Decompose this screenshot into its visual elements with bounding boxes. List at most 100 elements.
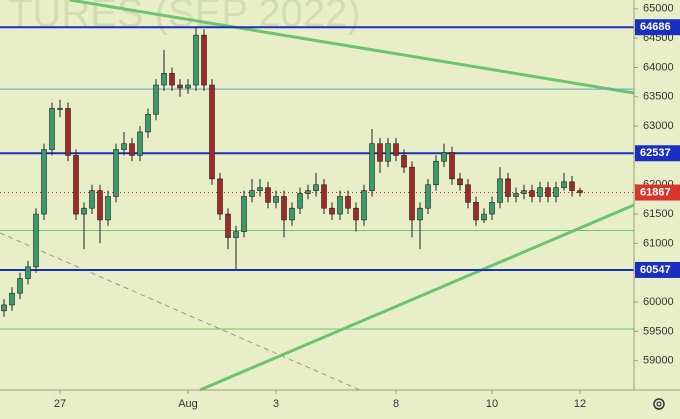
candle-body [233, 231, 239, 238]
candle-body [529, 190, 535, 197]
candle-body [521, 190, 527, 194]
candle-body [505, 178, 511, 197]
candle-body [345, 196, 351, 209]
candle-body [129, 143, 135, 156]
y-tick-label: 59500 [643, 325, 674, 337]
candle-body [169, 73, 175, 86]
candle-body [1, 304, 7, 312]
candle-body [425, 184, 431, 209]
price-label-box [635, 261, 680, 278]
x-tick-label: Aug [178, 398, 198, 410]
y-tick-label: 60000 [643, 296, 674, 308]
x-tick-label: 12 [574, 398, 586, 410]
candle-body [9, 292, 15, 306]
candle-body [305, 190, 311, 194]
y-tick-label: 59000 [643, 355, 674, 367]
candle-body [537, 187, 543, 197]
candle-body [393, 143, 399, 156]
candle-body [281, 196, 287, 221]
candle-body [177, 84, 183, 89]
candle-body [25, 266, 31, 279]
x-tick-label: 27 [54, 398, 66, 410]
candle-body [41, 149, 47, 215]
candle-body [249, 190, 255, 197]
candle-body [473, 202, 479, 221]
candle-body [137, 131, 143, 156]
price-label: 64686 [640, 21, 671, 33]
candle-body [113, 149, 119, 197]
y-axis: 5900059500600006100061500620006300063500… [634, 3, 680, 367]
candle-body [321, 184, 327, 209]
candle-body [121, 143, 127, 150]
y-tick-label: 63000 [643, 120, 674, 132]
candle-body [105, 196, 111, 221]
price-label: 62537 [640, 147, 671, 159]
candle-body [497, 178, 503, 203]
x-tick-label: 10 [486, 398, 498, 410]
price-label-box [635, 184, 680, 201]
candle-body [361, 190, 367, 221]
candle-body [241, 196, 247, 232]
candle-body [545, 187, 551, 197]
candle-body [193, 34, 199, 86]
candle-body [569, 181, 575, 191]
candle-body [257, 187, 263, 191]
candle-body [377, 143, 383, 162]
y-tick-label: 61000 [643, 237, 674, 249]
candle-body [417, 207, 423, 221]
price-label-box [635, 19, 680, 36]
candle-body [217, 178, 223, 215]
candle-body [81, 207, 87, 215]
candle-body [265, 187, 271, 203]
y-tick-label: 61500 [643, 208, 674, 220]
candle-body [337, 196, 343, 215]
candle-body [489, 202, 495, 215]
candle-body [97, 190, 103, 221]
candle-body [553, 187, 559, 197]
candle-body [153, 84, 159, 115]
candle-body [465, 184, 471, 203]
y-tick-label: 64000 [643, 61, 674, 73]
candle-body [33, 213, 39, 268]
trend-line-lower [199, 203, 635, 392]
y-tick-label: 65000 [643, 3, 674, 15]
candle-body [273, 196, 279, 203]
candle-body [65, 108, 71, 156]
candle-body [49, 108, 55, 150]
trend-line-dashed [0, 232, 361, 391]
price-label: 60547 [640, 264, 671, 276]
candle-body [433, 160, 439, 186]
candle-body [225, 213, 231, 238]
candle-body [209, 84, 215, 180]
trend-line-upper [69, 0, 635, 95]
y-tick-label: 63500 [643, 91, 674, 103]
candle-body [353, 207, 359, 221]
candle-body [481, 213, 487, 221]
candle-body [513, 193, 519, 197]
candle-body [17, 278, 23, 294]
candle-body [185, 84, 191, 89]
candle-body [385, 143, 391, 162]
candle-body [329, 207, 335, 215]
x-tick-label: 3 [273, 398, 279, 410]
candle-body [401, 155, 407, 168]
candle-body [89, 190, 95, 209]
candle-body [369, 143, 375, 191]
candle-body [201, 34, 207, 86]
candle-body [457, 178, 463, 186]
candle-body [57, 108, 63, 110]
candle-body [449, 152, 455, 180]
settings-icon[interactable] [653, 398, 665, 410]
candle-body [313, 184, 319, 191]
candle-body [409, 166, 415, 221]
candle-body [73, 155, 79, 215]
candle-body [145, 114, 151, 133]
price-label: 61867 [640, 186, 671, 198]
candle-body [289, 207, 295, 221]
candle-body [577, 190, 583, 193]
price-label-box [635, 145, 680, 162]
candle-body [441, 152, 447, 162]
candle-body [561, 181, 567, 188]
candle-body [297, 193, 303, 209]
